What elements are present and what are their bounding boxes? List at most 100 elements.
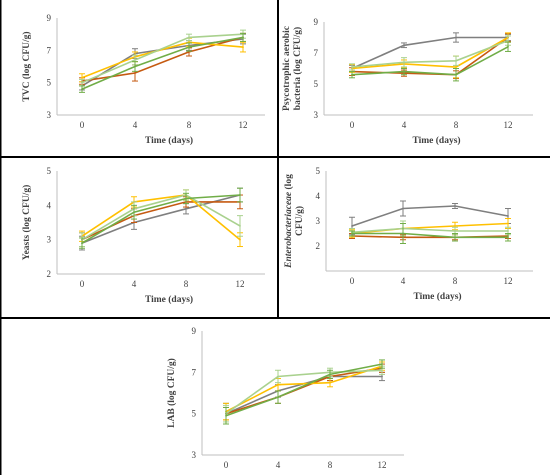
y-axis-title-rest: (log — [283, 174, 294, 192]
data-point — [454, 205, 456, 207]
y-tick-label: 5 — [314, 79, 319, 89]
chart-psychrotrophic: 3 5 7 9 0 4 8 12 Time (days) Psycotrophic aerobic… — [282, 17, 533, 146]
x-tick-label: 8 — [453, 276, 458, 286]
data-point — [277, 375, 279, 378]
data-point — [133, 211, 135, 214]
x-axis-title: Time (days) — [145, 294, 193, 305]
data-point — [381, 363, 383, 365]
chart-tvc: 3 5 7 9 0 4 8 12 Time (days) TVC (log CFU/g) — [21, 13, 265, 146]
y-tick-label: 9 — [47, 13, 52, 23]
data-point — [402, 232, 404, 235]
series-3 — [79, 189, 243, 248]
series-5 — [79, 32, 246, 93]
data-point — [239, 238, 241, 241]
y-tick-label: 2 — [47, 269, 52, 279]
data-point — [455, 59, 457, 62]
y-tick-label: 2 — [316, 241, 321, 251]
x-tick-label: 0 — [80, 120, 85, 130]
x-tick-label: 12 — [378, 460, 387, 470]
x-tick-label: 4 — [401, 276, 406, 286]
data-point — [81, 242, 83, 245]
series-5 — [79, 187, 243, 249]
series-line — [225, 363, 383, 417]
series-4 — [223, 365, 385, 423]
y-axis-title: TVC (log CFU/g) — [21, 31, 32, 101]
y-tick-label: 7 — [314, 48, 319, 58]
y-axis-title: LAB (log CFU/g) — [166, 358, 177, 428]
data-point — [277, 383, 279, 386]
data-point — [134, 65, 136, 68]
y-tick-label: 3 — [314, 110, 319, 120]
x-tick-label: 8 — [187, 120, 192, 130]
series-1 — [79, 187, 243, 251]
x-tick-label: 4 — [402, 120, 407, 130]
x-tick-label: 4 — [133, 120, 138, 130]
data-point — [134, 59, 136, 61]
y-axis-title: CFU/g) — [294, 206, 305, 236]
y-tick-label: 9 — [192, 326, 197, 336]
y-tick-label: 3 — [192, 450, 197, 460]
series-line — [225, 369, 383, 415]
y-axis-title: bacteria (log CFU/g) — [292, 27, 303, 110]
data-point — [242, 36, 244, 39]
series-line — [81, 194, 241, 241]
y-tick-label: 5 — [192, 409, 197, 419]
x-tick-label: 0 — [350, 276, 355, 286]
x-tick-label: 0 — [350, 120, 355, 130]
data-point — [507, 215, 509, 217]
series-5 — [349, 41, 511, 82]
data-point — [454, 230, 456, 232]
series-5 — [223, 359, 385, 425]
series-line — [81, 194, 241, 244]
x-tick-label: 4 — [132, 279, 137, 289]
series-3 — [349, 218, 511, 238]
data-point — [329, 373, 331, 376]
series-line — [351, 36, 508, 70]
data-point — [507, 236, 509, 239]
data-point — [351, 225, 353, 227]
data-point — [455, 73, 457, 76]
y-tick-label: 4 — [47, 200, 52, 210]
x-tick-label: 0 — [224, 460, 229, 470]
x-axis-title: Time (days) — [412, 135, 460, 146]
data-point — [381, 369, 383, 372]
data-point — [242, 46, 244, 48]
data-point — [402, 207, 404, 210]
y-axis-title: Psycotrophic aerobic — [282, 26, 292, 111]
y-tick-label: 3 — [47, 110, 52, 120]
y-tick-label: 3 — [47, 235, 52, 245]
y-tick-label: 4 — [316, 191, 321, 201]
data-point — [188, 46, 190, 48]
x-tick-label: 8 — [184, 279, 189, 289]
y-tick-label: 7 — [192, 367, 197, 377]
x-tick-label: 12 — [239, 120, 248, 130]
data-point — [188, 36, 190, 39]
x-tick-label: 8 — [328, 460, 333, 470]
data-point — [455, 66, 457, 68]
data-point — [507, 230, 509, 232]
series-line — [351, 227, 508, 234]
series-line — [351, 205, 509, 227]
data-point — [351, 66, 353, 68]
data-point — [454, 225, 456, 227]
y-tick-label: 5 — [47, 166, 52, 176]
x-axis-title: Time (days) — [145, 135, 193, 146]
series-line — [351, 36, 509, 76]
data-point — [185, 197, 187, 200]
series-4 — [79, 29, 246, 87]
series-1 — [349, 200, 511, 236]
data-point — [81, 76, 83, 79]
y-axis-title-italic: Enterobacteriaceae — [284, 191, 294, 269]
series-line — [81, 36, 244, 90]
series-3 — [349, 32, 511, 79]
data-point — [134, 72, 136, 74]
data-point — [81, 88, 83, 91]
series-line — [351, 46, 509, 76]
data-point — [507, 222, 509, 225]
x-axis-title: Time (days) — [413, 291, 461, 302]
data-point — [507, 45, 509, 48]
series-3 — [79, 37, 246, 83]
data-point — [225, 414, 227, 417]
x-tick-label: 0 — [80, 279, 85, 289]
